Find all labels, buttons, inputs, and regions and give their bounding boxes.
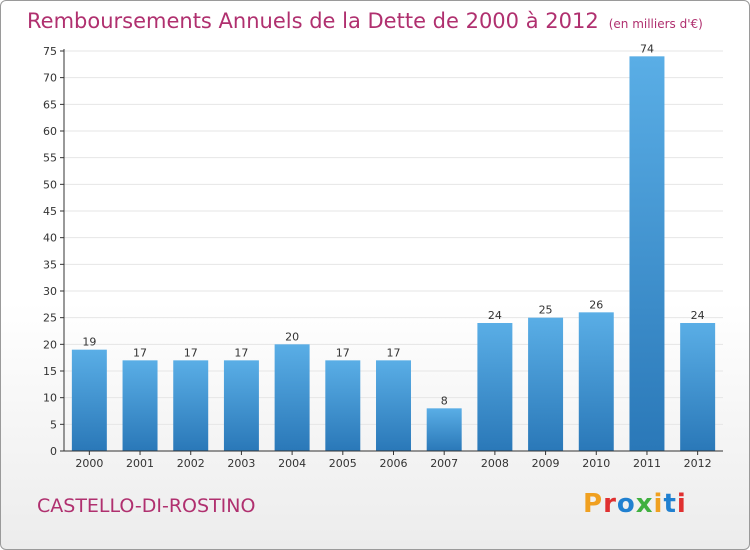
- chart-title-text: Remboursements Annuels de la Dette de 20…: [27, 9, 599, 33]
- value-label-2001: 17: [133, 346, 147, 359]
- y-tick-label: 10: [43, 392, 57, 405]
- value-label-2007: 8: [441, 394, 448, 407]
- bar-2006[interactable]: [376, 360, 411, 451]
- x-tick-label-2006: 2006: [380, 457, 408, 470]
- x-tick-label-2012: 2012: [684, 457, 712, 470]
- logo-letter: i: [676, 489, 687, 519]
- bar-2011[interactable]: [629, 56, 665, 451]
- y-tick-label: 0: [50, 445, 57, 458]
- value-label-2010: 26: [589, 298, 603, 311]
- y-tick-label: 20: [43, 338, 57, 351]
- y-tick-label: 35: [43, 258, 57, 271]
- y-tick-label: 55: [43, 152, 57, 165]
- bar-2009[interactable]: [528, 317, 564, 451]
- axes: [60, 49, 723, 455]
- value-label-2000: 19: [82, 336, 96, 349]
- x-tick-label-2011: 2011: [633, 457, 661, 470]
- value-label-2002: 17: [184, 346, 198, 359]
- x-tick-label-2004: 2004: [278, 457, 306, 470]
- y-tick-label: 40: [43, 232, 57, 245]
- y-tick-label: 5: [50, 418, 57, 431]
- bar-2008[interactable]: [477, 323, 513, 451]
- x-tick-label-2009: 2009: [532, 457, 560, 470]
- x-tick-label-2008: 2008: [481, 457, 509, 470]
- y-tick-label: 50: [43, 178, 57, 191]
- labels: 0 5 10 15 20 25 30 35 40 45 50 55 60 65 70 75 19 2000 17 20…: [43, 42, 712, 470]
- logo-letter: o: [616, 489, 636, 519]
- y-tick-label: 75: [43, 45, 57, 58]
- value-label-2009: 25: [539, 304, 553, 317]
- x-tick-label-2005: 2005: [329, 457, 357, 470]
- value-label-2004: 20: [285, 330, 299, 343]
- value-label-2006: 17: [387, 346, 401, 359]
- x-tick-label-2002: 2002: [177, 457, 205, 470]
- bar-2010[interactable]: [578, 312, 614, 451]
- commune-name: CASTELLO-DI-ROSTINO: [37, 495, 256, 517]
- logo-letter: P: [583, 489, 604, 519]
- bar-2005[interactable]: [325, 360, 361, 451]
- bar-2000[interactable]: [71, 349, 107, 451]
- value-label-2008: 24: [488, 309, 502, 322]
- value-label-2005: 17: [336, 346, 350, 359]
- y-tick-label: 30: [43, 285, 57, 298]
- y-tick-label: 60: [43, 125, 57, 138]
- logo-letter: r: [603, 489, 617, 519]
- value-label-2011: 74: [640, 42, 654, 55]
- chart-title: Remboursements Annuels de la Dette de 20…: [27, 9, 703, 33]
- y-tick-label: 25: [43, 312, 57, 325]
- y-tick-label: 45: [43, 205, 57, 218]
- bar-2004[interactable]: [274, 344, 310, 451]
- value-label-2003: 17: [234, 346, 248, 359]
- x-tick-label-2001: 2001: [126, 457, 154, 470]
- chart-unit: (en milliers d'€): [608, 17, 703, 31]
- value-label-2012: 24: [691, 309, 705, 322]
- bar-2007[interactable]: [426, 408, 462, 451]
- y-tick-label: 65: [43, 98, 57, 111]
- x-tick-label-2000: 2000: [75, 457, 103, 470]
- bar-2001[interactable]: [122, 360, 158, 451]
- logo-letter: x: [635, 489, 654, 519]
- bars: [71, 56, 716, 451]
- x-tick-label-2007: 2007: [430, 457, 458, 470]
- bar-2012[interactable]: [680, 323, 716, 451]
- proxiti-logo[interactable]: Proxiti: [583, 489, 687, 519]
- y-tick-label: 70: [43, 72, 57, 85]
- bar-2002[interactable]: [173, 360, 209, 451]
- bar-2003[interactable]: [223, 360, 259, 451]
- logo-letter: i: [653, 489, 664, 519]
- logo-letter: t: [663, 489, 677, 519]
- x-tick-label-2010: 2010: [582, 457, 610, 470]
- x-tick-label-2003: 2003: [227, 457, 255, 470]
- y-tick-label: 15: [43, 365, 57, 378]
